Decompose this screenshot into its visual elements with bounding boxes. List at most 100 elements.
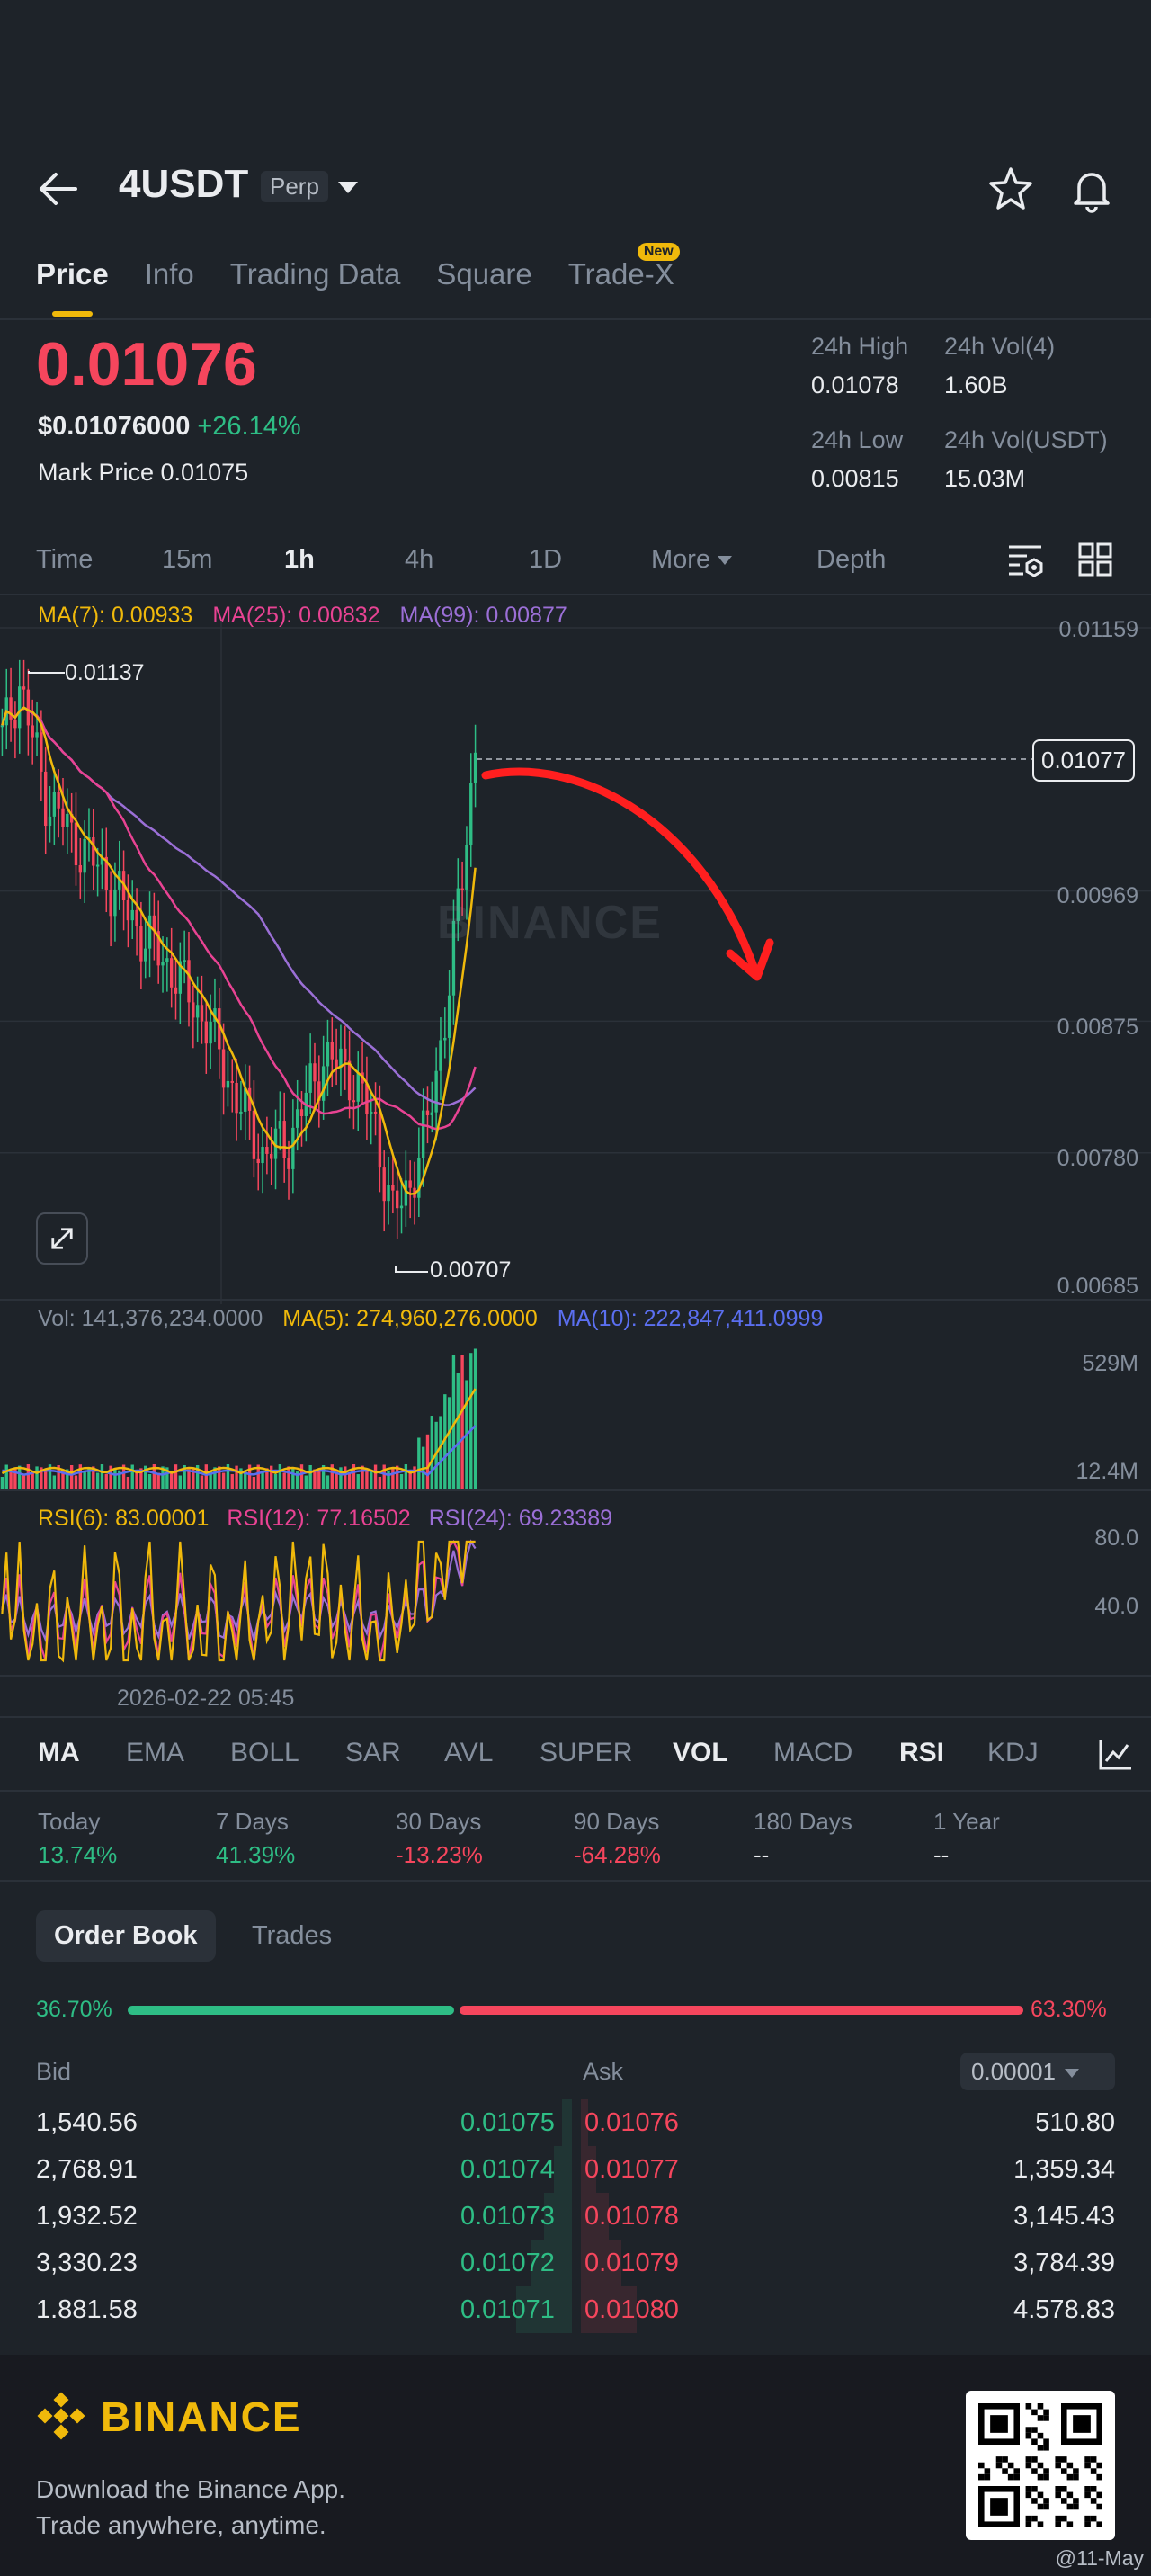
volume-bar	[165, 1467, 169, 1489]
candle-body	[113, 889, 117, 917]
tab-label: Square	[436, 257, 532, 291]
price-axis-label: 0.01159	[1058, 617, 1138, 642]
ask-quantity: 4.578.83	[1013, 2295, 1115, 2324]
precision-value: 0.00001	[971, 2058, 1056, 2085]
grid-layout-icon[interactable]	[1077, 541, 1113, 577]
chevron-down-icon	[1064, 2069, 1079, 2079]
volume-bar	[404, 1464, 408, 1489]
interval-1h[interactable]: 1h	[284, 545, 315, 574]
pair-title[interactable]: 4USDT	[119, 162, 249, 206]
divider	[0, 1716, 1151, 1718]
indicator-rsi[interactable]: RSI	[899, 1738, 945, 1767]
tab-trade-x[interactable]: Trade-X New	[568, 243, 680, 320]
stat-label: 24h Vol(4)	[944, 333, 1056, 360]
stat-value: 15.03M	[944, 465, 1026, 492]
volume-bar	[335, 1471, 338, 1489]
binance-watermark: BINANCE	[437, 897, 663, 949]
tab-trading-data[interactable]: Trading Data	[230, 252, 401, 320]
stat-24h-low: 24h Low 0.00815	[811, 426, 903, 493]
ask-quantity: 510.80	[1035, 2108, 1115, 2137]
price-axis-label: 0.00969	[1057, 883, 1138, 908]
candle-body	[443, 1037, 447, 1041]
candle-body	[421, 1110, 425, 1158]
indicator-kdj[interactable]: KDJ	[987, 1738, 1039, 1767]
candle-body	[57, 792, 60, 809]
interval-more[interactable]: More	[651, 545, 733, 575]
volume-chart	[0, 1348, 477, 1489]
tab-square[interactable]: Square	[436, 252, 531, 320]
volume-bar	[261, 1470, 264, 1489]
candle-body	[252, 1110, 256, 1159]
candle-body	[261, 1147, 264, 1164]
volume-bar	[113, 1468, 117, 1489]
tab-order-book[interactable]: Order Book	[36, 1910, 216, 1962]
indicator-boll[interactable]: BOLL	[230, 1738, 299, 1767]
low-marker: 0.00707	[430, 1257, 512, 1283]
bid-price: 0.01071	[460, 2295, 555, 2324]
bid-quantity: 3,330.23	[36, 2249, 138, 2277]
expand-icon[interactable]	[36, 1212, 88, 1265]
tab-trades[interactable]: Trades	[252, 1921, 333, 1950]
candle-body	[308, 1063, 312, 1093]
period-value: 13.74%	[38, 1841, 118, 1868]
volume-bar	[43, 1471, 48, 1489]
credit-label: @11-May	[1055, 2546, 1144, 2570]
candle-body	[200, 1005, 204, 1022]
interval-15m[interactable]: 15m	[162, 545, 213, 574]
annotation-arrow	[481, 767, 760, 976]
stat-24h-vol-quote: 24h Vol(USDT) 15.03M	[944, 426, 1108, 493]
volume-bar	[74, 1475, 78, 1489]
indicator-macd[interactable]: MACD	[773, 1738, 853, 1767]
period-today: Today 13.74%	[38, 1808, 117, 1869]
candle-body	[365, 1083, 369, 1114]
candle-body	[139, 926, 143, 962]
last-price-tag: 0.01077	[1032, 739, 1135, 782]
interval-1d[interactable]: 1D	[529, 545, 563, 574]
indicator-ma[interactable]: MA	[38, 1738, 80, 1767]
candle-body	[78, 865, 82, 873]
indicator-vol[interactable]: VOL	[673, 1738, 728, 1767]
period-90d: 90 Days -64.28%	[574, 1808, 661, 1869]
bell-icon[interactable]	[1066, 164, 1117, 214]
precision-select[interactable]: 0.00001	[960, 2053, 1115, 2090]
ask-depth-bar	[581, 2286, 637, 2333]
tab-info[interactable]: Info	[145, 252, 194, 320]
indicator-sar[interactable]: SAR	[345, 1738, 401, 1767]
price-axis-label: 0.00685	[1057, 1274, 1138, 1299]
volume-bar	[100, 1464, 104, 1489]
divider	[0, 1675, 1151, 1677]
indicator-super[interactable]: SUPER	[540, 1738, 633, 1767]
indicator-ema[interactable]: EMA	[126, 1738, 185, 1767]
period-label: 30 Days	[396, 1808, 482, 1835]
interval-time[interactable]: Time	[36, 545, 94, 574]
orderbook-row[interactable]: 1.881.58 0.01071 0.01080 4.578.83	[0, 2286, 1151, 2333]
pair-dropdown-icon[interactable]	[338, 182, 358, 193]
candle-body	[226, 1080, 230, 1088]
chart-settings-icon[interactable]	[1005, 540, 1045, 579]
volume-bar	[57, 1464, 60, 1489]
indicator-settings-icon[interactable]	[1097, 1736, 1133, 1772]
volume-bar	[321, 1465, 326, 1489]
volume-bar	[270, 1465, 273, 1489]
orderbook-row[interactable]: 2,768.91 0.01074 0.01077 1,359.34	[0, 2146, 1151, 2193]
favorite-star-icon[interactable]	[986, 164, 1036, 214]
indicator-avl[interactable]: AVL	[444, 1738, 494, 1767]
orderbook-row[interactable]: 3,330.23 0.01072 0.01079 3,784.39	[0, 2240, 1151, 2286]
period-label: 90 Days	[574, 1808, 660, 1835]
stat-label: 24h Vol(USDT)	[944, 426, 1108, 453]
interval-depth[interactable]: Depth	[816, 545, 887, 574]
candlestick-chart[interactable]	[0, 621, 1151, 1304]
interval-4h[interactable]: 4h	[405, 545, 434, 574]
candle-body	[218, 1008, 221, 1050]
tab-price[interactable]: Price	[36, 252, 109, 320]
candle-body	[109, 890, 112, 917]
period-value: -64.28%	[574, 1841, 661, 1868]
back-arrow-icon[interactable]	[36, 169, 79, 209]
volume-bar	[391, 1468, 395, 1489]
orderbook-row[interactable]: 1,540.56 0.01075 0.01076 510.80	[0, 2099, 1151, 2146]
candle-body	[178, 961, 183, 994]
orderbook-row[interactable]: 1,932.52 0.01073 0.01078 3,145.43	[0, 2193, 1151, 2240]
divider	[0, 1489, 1151, 1491]
candle-body	[473, 752, 477, 783]
volume-bar	[152, 1464, 156, 1489]
